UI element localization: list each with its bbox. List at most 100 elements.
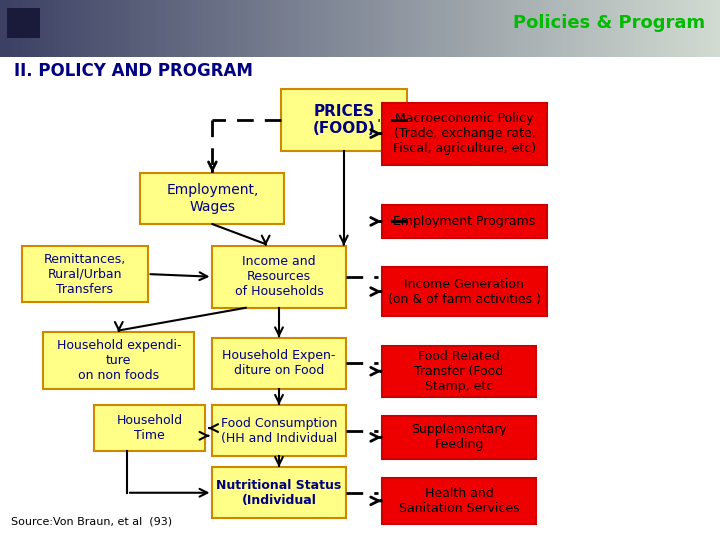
FancyBboxPatch shape (101, 0, 104, 57)
FancyBboxPatch shape (623, 0, 626, 57)
FancyBboxPatch shape (396, 0, 400, 57)
FancyBboxPatch shape (328, 0, 331, 57)
FancyBboxPatch shape (140, 0, 144, 57)
FancyBboxPatch shape (25, 0, 29, 57)
FancyBboxPatch shape (576, 0, 580, 57)
FancyBboxPatch shape (115, 0, 119, 57)
Text: Supplementary
Feeding: Supplementary Feeding (411, 423, 507, 451)
FancyBboxPatch shape (346, 0, 349, 57)
FancyBboxPatch shape (450, 0, 454, 57)
FancyBboxPatch shape (68, 0, 72, 57)
Text: II. POLICY AND PROGRAM: II. POLICY AND PROGRAM (14, 62, 253, 80)
Text: Policies & Program: Policies & Program (513, 14, 706, 31)
Text: Source:Von Braun, et al  (93): Source:Von Braun, et al (93) (11, 516, 172, 526)
FancyBboxPatch shape (558, 0, 562, 57)
FancyBboxPatch shape (565, 0, 569, 57)
FancyBboxPatch shape (133, 0, 137, 57)
FancyBboxPatch shape (616, 0, 619, 57)
FancyBboxPatch shape (220, 0, 223, 57)
FancyBboxPatch shape (533, 0, 536, 57)
FancyBboxPatch shape (306, 0, 310, 57)
FancyBboxPatch shape (364, 0, 367, 57)
FancyBboxPatch shape (234, 0, 238, 57)
FancyBboxPatch shape (65, 0, 68, 57)
FancyBboxPatch shape (47, 0, 50, 57)
FancyBboxPatch shape (504, 0, 508, 57)
FancyBboxPatch shape (173, 0, 176, 57)
FancyBboxPatch shape (652, 0, 655, 57)
Text: PRICES
(FOOD): PRICES (FOOD) (312, 104, 375, 137)
FancyBboxPatch shape (684, 0, 688, 57)
FancyBboxPatch shape (500, 0, 504, 57)
FancyBboxPatch shape (569, 0, 572, 57)
FancyBboxPatch shape (515, 0, 518, 57)
FancyBboxPatch shape (418, 0, 421, 57)
FancyBboxPatch shape (7, 0, 11, 57)
FancyBboxPatch shape (655, 0, 659, 57)
FancyBboxPatch shape (212, 338, 346, 389)
Text: Employment Programs: Employment Programs (393, 215, 536, 228)
FancyBboxPatch shape (342, 0, 346, 57)
FancyBboxPatch shape (184, 0, 187, 57)
FancyBboxPatch shape (454, 0, 457, 57)
FancyBboxPatch shape (335, 0, 338, 57)
FancyBboxPatch shape (382, 0, 385, 57)
FancyBboxPatch shape (475, 0, 479, 57)
FancyBboxPatch shape (43, 332, 194, 389)
FancyBboxPatch shape (605, 0, 608, 57)
FancyBboxPatch shape (302, 0, 306, 57)
FancyBboxPatch shape (198, 0, 202, 57)
FancyBboxPatch shape (212, 246, 346, 308)
FancyBboxPatch shape (284, 0, 288, 57)
FancyBboxPatch shape (76, 0, 79, 57)
FancyBboxPatch shape (169, 0, 173, 57)
FancyBboxPatch shape (544, 0, 547, 57)
FancyBboxPatch shape (551, 0, 554, 57)
FancyBboxPatch shape (202, 0, 205, 57)
FancyBboxPatch shape (392, 0, 396, 57)
FancyBboxPatch shape (540, 0, 544, 57)
FancyBboxPatch shape (0, 0, 4, 57)
FancyBboxPatch shape (641, 0, 644, 57)
FancyBboxPatch shape (482, 0, 486, 57)
FancyBboxPatch shape (320, 0, 324, 57)
FancyBboxPatch shape (349, 0, 353, 57)
FancyBboxPatch shape (166, 0, 169, 57)
FancyBboxPatch shape (97, 0, 101, 57)
FancyBboxPatch shape (4, 0, 7, 57)
FancyBboxPatch shape (594, 0, 598, 57)
FancyBboxPatch shape (122, 0, 126, 57)
FancyBboxPatch shape (86, 0, 90, 57)
FancyBboxPatch shape (40, 0, 43, 57)
Text: Employment,
Wages: Employment, Wages (166, 184, 258, 213)
FancyBboxPatch shape (140, 173, 284, 224)
FancyBboxPatch shape (367, 0, 371, 57)
FancyBboxPatch shape (382, 416, 536, 459)
FancyBboxPatch shape (432, 0, 436, 57)
FancyBboxPatch shape (94, 0, 97, 57)
FancyBboxPatch shape (529, 0, 533, 57)
FancyBboxPatch shape (547, 0, 551, 57)
FancyBboxPatch shape (716, 0, 720, 57)
FancyBboxPatch shape (356, 0, 360, 57)
Text: Remittances,
Rural/Urban
Transfers: Remittances, Rural/Urban Transfers (43, 253, 126, 295)
FancyBboxPatch shape (194, 0, 198, 57)
FancyBboxPatch shape (637, 0, 641, 57)
FancyBboxPatch shape (562, 0, 565, 57)
FancyBboxPatch shape (43, 0, 47, 57)
FancyBboxPatch shape (472, 0, 475, 57)
FancyBboxPatch shape (331, 0, 335, 57)
FancyBboxPatch shape (630, 0, 634, 57)
FancyBboxPatch shape (389, 0, 392, 57)
FancyBboxPatch shape (227, 0, 230, 57)
FancyBboxPatch shape (324, 0, 328, 57)
FancyBboxPatch shape (281, 0, 284, 57)
FancyBboxPatch shape (14, 0, 18, 57)
FancyBboxPatch shape (108, 0, 112, 57)
FancyBboxPatch shape (374, 0, 378, 57)
FancyBboxPatch shape (292, 0, 295, 57)
FancyBboxPatch shape (162, 0, 166, 57)
FancyBboxPatch shape (497, 0, 500, 57)
FancyBboxPatch shape (187, 0, 191, 57)
FancyBboxPatch shape (608, 0, 612, 57)
